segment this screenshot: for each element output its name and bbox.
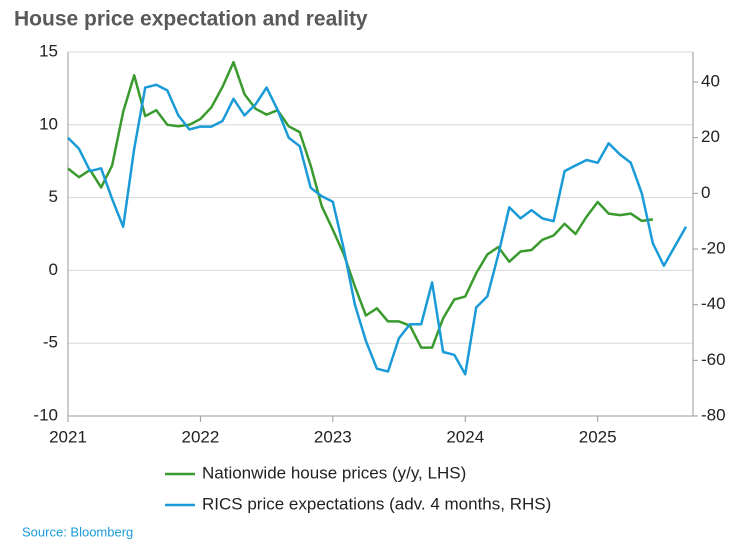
y-tick-label: -10 bbox=[33, 405, 58, 424]
x-tick-label: 2024 bbox=[446, 427, 484, 446]
y-tick-label: 0 bbox=[49, 260, 58, 279]
legend-label: Nationwide house prices (y/y, LHS) bbox=[202, 463, 466, 482]
chart-title: House price expectation and reality bbox=[14, 8, 368, 31]
y2-tick-label: -80 bbox=[701, 405, 726, 424]
y-tick-label: 5 bbox=[49, 187, 58, 206]
source: Source: Bloomberg bbox=[22, 524, 133, 539]
y2-tick-label: -20 bbox=[701, 239, 726, 258]
x-tick-label: 2021 bbox=[49, 427, 87, 446]
y2-tick-label: 20 bbox=[701, 127, 720, 146]
y2-tick-label: -40 bbox=[701, 294, 726, 313]
y2-tick-label: 40 bbox=[701, 72, 720, 91]
legend-label: RICS price expectations (adv. 4 months, … bbox=[202, 494, 551, 513]
series-line bbox=[67, 60, 654, 349]
y-tick-label: 15 bbox=[39, 41, 58, 60]
x-tick-label: 2023 bbox=[314, 427, 352, 446]
series-line bbox=[67, 83, 688, 376]
y-tick-label: 10 bbox=[39, 114, 58, 133]
y2-tick-label: -60 bbox=[701, 350, 726, 369]
y-tick-label: -5 bbox=[43, 333, 58, 352]
x-tick-label: 2022 bbox=[182, 427, 220, 446]
x-tick-label: 2025 bbox=[579, 427, 617, 446]
y2-tick-label: 0 bbox=[701, 183, 710, 202]
